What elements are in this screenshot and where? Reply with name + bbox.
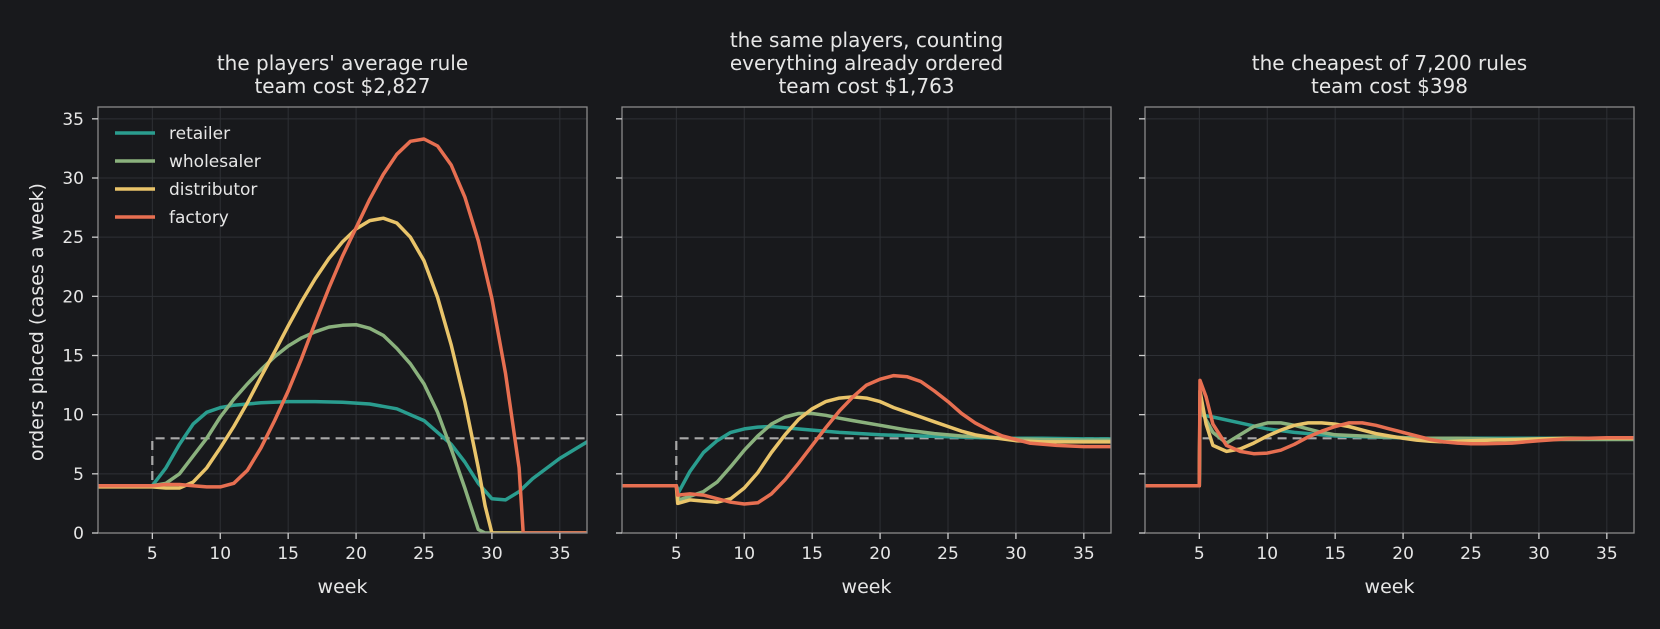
- y-axis-label: orders placed (cases a week): [26, 183, 48, 461]
- x-axis-label: week: [1365, 576, 1415, 598]
- y-tick-label: 10: [62, 406, 84, 426]
- plot-lines: [98, 137, 587, 533]
- x-axis-label: week: [842, 576, 892, 598]
- x-tick-label: 35: [549, 544, 571, 564]
- series-factory: [622, 373, 1111, 506]
- panel-title: team cost $398: [1311, 74, 1468, 98]
- demand-line: [98, 437, 587, 487]
- x-tick-label: 35: [1596, 544, 1618, 564]
- y-tick-label: 0: [73, 524, 84, 544]
- x-tick-label: 25: [413, 544, 435, 564]
- panel-title: everything already ordered: [730, 51, 1003, 75]
- y-tick-label: 25: [62, 228, 84, 248]
- panel-title: the players' average rule: [217, 51, 468, 75]
- panel-1: 5 10 15 20 25 30 35 0 5 10 15 20 25 30 35 week the playe…: [62, 51, 588, 598]
- legend-label-retailer: retailer: [169, 124, 230, 144]
- plot-lines: [622, 373, 1111, 506]
- x-tick-label: 25: [1460, 544, 1482, 564]
- y-tick-label: 5: [73, 465, 84, 485]
- plot-area: [622, 107, 1111, 533]
- x-tick-label: 25: [937, 544, 959, 564]
- panel-title: team cost $1,763: [778, 74, 954, 98]
- x-tick-label: 15: [801, 544, 823, 564]
- y-tick-label: 30: [62, 169, 84, 189]
- x-tick-label: 5: [671, 544, 682, 564]
- x-tick-label: 35: [1073, 544, 1095, 564]
- plot-area: [1145, 107, 1634, 533]
- series-retailer: [98, 399, 587, 502]
- series-factory: [98, 137, 587, 533]
- x-tick-label: 10: [733, 544, 755, 564]
- series-distributor: [622, 395, 1111, 506]
- x-tick-label: 5: [147, 544, 158, 564]
- series-distributor: [98, 216, 587, 533]
- x-axis-label: week: [318, 576, 368, 598]
- x-tick-label: 30: [1528, 544, 1550, 564]
- x-tick-label: 15: [1324, 544, 1346, 564]
- axes-frame: [1144, 106, 1635, 534]
- panel-3: 5 10 15 20 25 30 35 week the cheapest of 7,200 r…: [1139, 51, 1635, 598]
- x-tick-label: 5: [1194, 544, 1205, 564]
- series-factory: [1145, 378, 1634, 488]
- legend-label-factory: factory: [169, 208, 229, 228]
- x-tick-label: 20: [1392, 544, 1414, 564]
- legend-label-wholesaler: wholesaler: [169, 152, 261, 172]
- x-tick-label: 20: [869, 544, 891, 564]
- plot-lines: [1145, 378, 1634, 488]
- legend-label-distributor: distributor: [169, 180, 257, 200]
- y-tick-label: 15: [62, 347, 84, 367]
- y-tick-label: 35: [62, 110, 84, 130]
- x-tick-label: 15: [277, 544, 299, 564]
- x-tick-label: 30: [1005, 544, 1027, 564]
- legend: retailer wholesaler distributor factory: [115, 124, 261, 228]
- panel-2: 5 10 15 20 25 30 35 week the same players, count…: [616, 28, 1112, 598]
- axes-frame: [621, 106, 1112, 534]
- x-tick-label: 10: [209, 544, 231, 564]
- panel-title: team cost $2,827: [254, 74, 430, 98]
- x-tick-label: 20: [345, 544, 367, 564]
- panel-title: the same players, counting: [730, 28, 1003, 52]
- x-tick-label: 10: [1256, 544, 1278, 564]
- axes-frame: [97, 106, 588, 534]
- series-wholesaler: [98, 322, 587, 533]
- series-wholesaler: [1145, 407, 1634, 488]
- panel-title: the cheapest of 7,200 rules: [1252, 51, 1527, 75]
- y-tick-label: 20: [62, 287, 84, 307]
- x-tick-label: 30: [481, 544, 503, 564]
- demand-line: [622, 437, 1111, 487]
